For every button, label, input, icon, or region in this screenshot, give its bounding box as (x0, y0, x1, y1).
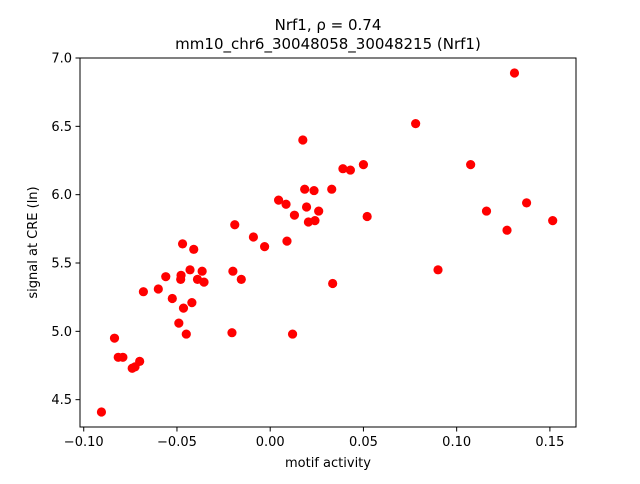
data-point (327, 184, 337, 194)
data-point (197, 266, 207, 276)
y-tick-label: 5.5 (51, 257, 72, 272)
chart-subtitle: mm10_chr6_30048058_30048215 (Nrf1) (175, 35, 481, 54)
y-tick-label: 6.5 (51, 120, 72, 135)
data-point (481, 206, 492, 216)
data-point (118, 352, 128, 362)
x-tick-label: 0.05 (349, 435, 378, 450)
data-point (282, 236, 292, 246)
data-point (236, 274, 246, 284)
y-tick-label: 5.0 (51, 325, 72, 340)
data-point (411, 119, 421, 129)
data-point (167, 293, 177, 304)
data-point (287, 329, 298, 339)
data-point (260, 242, 270, 252)
y-axis-ticks: 4.5 5.0 5.5 6.0 6.5 7.0 (51, 52, 80, 408)
data-point (466, 160, 476, 170)
data-point (314, 206, 324, 216)
plot-area (80, 58, 576, 427)
data-point (548, 216, 558, 226)
data-point (187, 298, 197, 308)
x-tick-label: 0.00 (256, 435, 285, 450)
data-points (96, 68, 558, 417)
data-point (289, 210, 300, 220)
data-point (281, 199, 291, 209)
data-point (301, 202, 312, 212)
x-axis-ticks: −0.10 −0.05 0.00 0.05 0.10 0.15 (64, 427, 564, 450)
data-point (230, 220, 240, 230)
x-axis-label: motif activity (285, 456, 371, 471)
data-point (135, 356, 145, 366)
data-point (189, 244, 199, 254)
y-tick-label: 7.0 (51, 52, 72, 67)
x-tick-label: 0.15 (535, 435, 564, 450)
data-point (300, 184, 310, 194)
x-tick-label: 0.10 (442, 435, 471, 450)
data-point (273, 195, 284, 205)
data-point (176, 270, 186, 280)
x-tick-label: −0.10 (64, 435, 104, 450)
x-tick-label: −0.05 (157, 435, 197, 450)
data-point (199, 277, 209, 287)
y-tick-label: 4.5 (51, 393, 72, 408)
data-point (96, 407, 107, 417)
data-point (174, 318, 184, 328)
data-point (138, 287, 148, 297)
data-point (298, 135, 308, 145)
data-point (509, 68, 520, 78)
data-point (502, 225, 512, 235)
data-point (177, 239, 188, 249)
y-tick-label: 6.0 (51, 188, 72, 203)
data-point (153, 284, 163, 294)
data-point (309, 185, 319, 196)
data-point (227, 328, 237, 338)
plot-frame (79, 57, 577, 428)
data-point (181, 329, 191, 339)
data-point (328, 278, 338, 289)
data-point (362, 211, 372, 222)
data-point (185, 265, 195, 275)
data-point (310, 216, 320, 226)
y-axis-label: signal at CRE (ln) (26, 186, 41, 298)
data-point (228, 266, 238, 276)
chart-title: Nrf1, ρ = 0.74 (275, 16, 382, 34)
data-point (345, 165, 355, 175)
data-point (521, 198, 532, 208)
data-point (338, 164, 348, 174)
data-point (248, 232, 259, 242)
data-point (433, 265, 443, 275)
data-point (178, 303, 189, 313)
data-point (109, 333, 120, 343)
data-point (358, 160, 369, 170)
data-point (161, 272, 171, 282)
